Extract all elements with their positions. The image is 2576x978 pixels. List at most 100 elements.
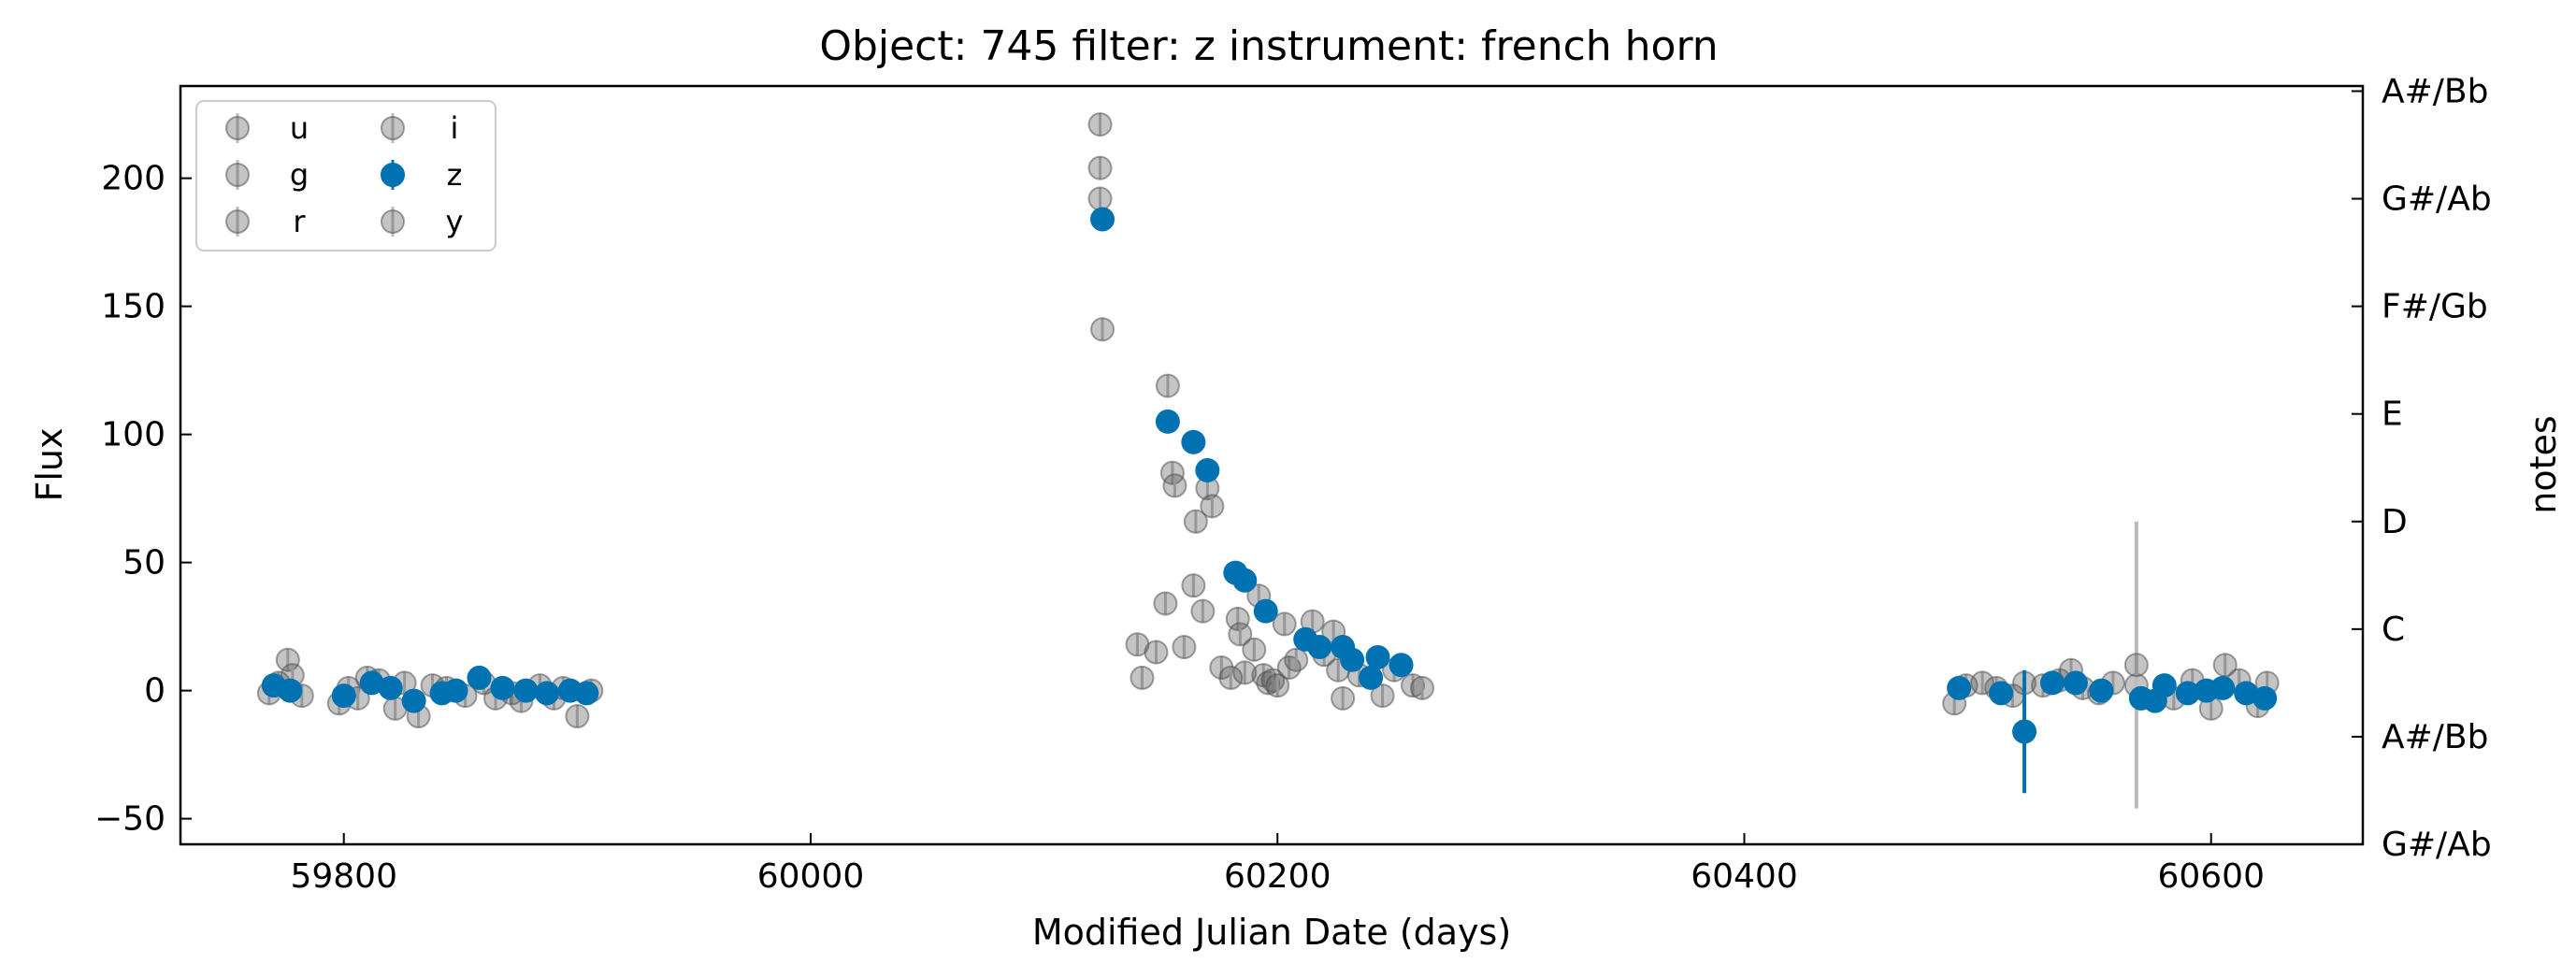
- legend-label: y: [446, 204, 464, 239]
- z-point: [401, 688, 426, 713]
- plot-frame: [179, 84, 2365, 846]
- z-point: [1340, 647, 1365, 672]
- notes-tick-label: G#/Ab: [2382, 826, 2492, 864]
- other-point: [1284, 647, 1309, 672]
- z-point: [1307, 635, 1332, 660]
- y-axis: −50 0 50 100 150 200: [94, 160, 192, 839]
- y-tick-label: 200: [101, 160, 165, 198]
- z-point: [467, 665, 492, 690]
- other-point: [565, 704, 590, 729]
- legend-label: i: [451, 110, 459, 146]
- other-point: [1087, 112, 1113, 137]
- other-filter-points: [256, 112, 2280, 809]
- legend-frame: [195, 100, 496, 252]
- z-point: [1365, 644, 1390, 669]
- z-point: [1989, 681, 2014, 706]
- z-point: [534, 681, 559, 706]
- notes-tick-label: A#/Bb: [2382, 718, 2488, 756]
- legend-marker: [225, 163, 250, 187]
- z-point: [1389, 653, 1414, 678]
- other-point: [1218, 665, 1244, 690]
- z-point: [2039, 670, 2065, 696]
- legend-marker: [225, 116, 250, 140]
- y-tick-label: 0: [144, 672, 165, 711]
- notes-axis: G#/Ab A#/Bb C D E F#/Gb G#/Ab A#/Bb: [2352, 72, 2492, 864]
- legend-label: g: [290, 157, 309, 193]
- y-tick-label: −50: [94, 800, 165, 839]
- z-point: [2234, 681, 2259, 706]
- other-point: [1172, 635, 1197, 660]
- z-point: [1155, 409, 1180, 434]
- other-point: [1232, 660, 1258, 685]
- other-point: [1410, 675, 1435, 700]
- other-point: [1153, 591, 1178, 616]
- other-point: [1200, 494, 1225, 519]
- z-point: [1195, 457, 1220, 482]
- z-point: [2012, 719, 2037, 744]
- other-point: [1181, 573, 1206, 598]
- z-filter-points: [261, 207, 2278, 794]
- legend-marker: [225, 209, 250, 234]
- notes-tick-label: E: [2382, 396, 2403, 434]
- other-point: [1242, 637, 1267, 662]
- z-point: [443, 678, 468, 703]
- other-point: [1331, 685, 1356, 711]
- z-point: [574, 681, 599, 706]
- other-point: [2123, 653, 2149, 678]
- legend-label: u: [290, 110, 309, 146]
- z-point: [278, 678, 303, 703]
- other-point: [1087, 155, 1113, 180]
- legend: ugr izy: [195, 100, 496, 252]
- other-point: [1162, 473, 1187, 498]
- plot-area: [179, 84, 2365, 846]
- z-point: [359, 670, 384, 696]
- notes-tick-label: A#/Bb: [2382, 72, 2488, 110]
- x-axis-label: Modified Julian Date (days): [1032, 912, 1511, 953]
- legend-marker: [381, 116, 405, 140]
- other-point: [1225, 606, 1250, 631]
- notes-tick-label: C: [2382, 611, 2405, 649]
- other-point: [1190, 598, 1216, 624]
- other-point: [1970, 670, 1995, 696]
- z-point: [2151, 673, 2177, 698]
- notes-tick-label: F#/Gb: [2382, 288, 2488, 326]
- z-point: [1253, 598, 1278, 624]
- x-tick-label: 59800: [290, 857, 397, 896]
- x-axis: 59800 60000 60200 60400 60600: [290, 833, 2265, 896]
- z-point: [490, 675, 515, 700]
- x-tick-label: 60000: [757, 857, 865, 896]
- other-point: [1370, 683, 1395, 709]
- x-tick-label: 60600: [2157, 857, 2265, 896]
- z-point: [2252, 685, 2278, 711]
- legend-marker: [381, 209, 405, 234]
- z-point: [1947, 675, 1972, 700]
- z-point: [378, 675, 403, 700]
- y-tick-label: 100: [101, 416, 165, 454]
- y-tick-label: 150: [101, 288, 165, 326]
- x-tick-label: 60400: [1691, 857, 1798, 896]
- legend-marker: [381, 163, 405, 187]
- right-axis-label: notes: [2523, 415, 2564, 513]
- legend-label: z: [447, 157, 463, 193]
- x-tick-label: 60200: [1224, 857, 1331, 896]
- other-point: [1144, 640, 1169, 665]
- chart-title: Object: 745 filter: z instrument: french…: [819, 22, 1718, 70]
- z-point: [2210, 675, 2236, 700]
- notes-tick-label: G#/Ab: [2382, 180, 2492, 219]
- y-axis-label: Flux: [29, 428, 70, 502]
- other-point: [1183, 509, 1208, 534]
- other-point: [1228, 622, 1253, 647]
- z-point: [2063, 670, 2088, 696]
- notes-tick-label: D: [2382, 503, 2408, 541]
- z-point: [1359, 665, 1384, 690]
- z-point: [1181, 429, 1206, 454]
- z-point: [2175, 681, 2200, 706]
- other-point: [1090, 317, 1115, 342]
- z-point: [331, 683, 356, 709]
- other-point: [1401, 673, 1426, 698]
- legend-label: r: [293, 204, 306, 239]
- other-point: [1265, 673, 1290, 698]
- z-point: [1090, 207, 1115, 232]
- z-point: [2089, 678, 2114, 703]
